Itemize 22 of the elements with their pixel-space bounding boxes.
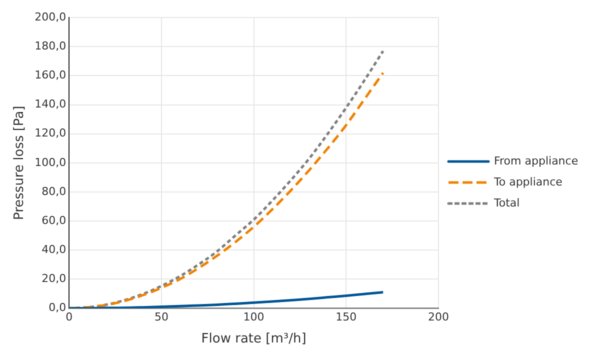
line-series	[69, 290, 384, 308]
legend-label: Total	[493, 196, 520, 210]
y-tick-label: 20,0	[42, 272, 66, 285]
x-tick-label: 200	[428, 310, 449, 324]
x-tick-label: 150	[336, 310, 357, 324]
legend-label: To appliance	[493, 175, 563, 188]
y-tick-label: 40,0	[42, 242, 66, 256]
y-tick-label: 100,0	[34, 156, 66, 169]
y-tick-label: 140,0	[34, 98, 66, 111]
y-tick-label: 60,0	[42, 214, 66, 227]
y-tick-label: 160,0	[34, 68, 66, 82]
y-axis-title: Pressure loss [Pa]	[12, 106, 28, 220]
x-axis-title: Flow rate [m³/h]	[201, 332, 306, 347]
x-tick-label: 100	[243, 310, 264, 324]
y-tick-label: 180,0	[34, 40, 66, 53]
y-tick-label: 0,0	[48, 301, 66, 314]
x-tick-label: 50	[154, 310, 168, 324]
y-tick-label: 120,0	[34, 126, 66, 140]
y-tick-label: 80,0	[42, 184, 66, 198]
legend-label: From appliance	[494, 154, 578, 168]
y-tick-label: 200,0	[34, 10, 66, 24]
x-tick-label: 0	[66, 310, 73, 324]
